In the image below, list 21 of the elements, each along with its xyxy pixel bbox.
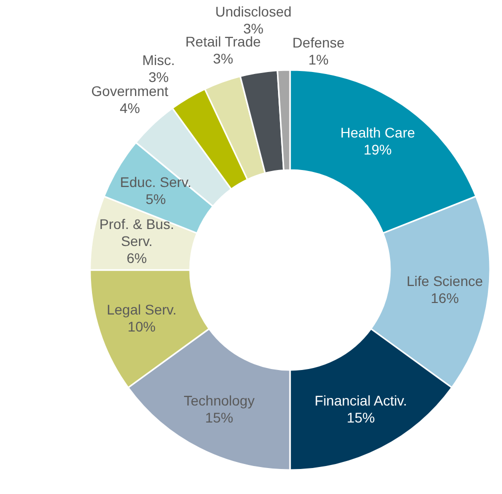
slice-label: Undisclosed: [215, 4, 292, 20]
data-label: 6%: [126, 250, 147, 266]
slice-label: Life Science: [406, 273, 484, 290]
data-label: 3%: [148, 69, 169, 86]
data-label: 5%: [146, 191, 166, 208]
data-label: 10%: [128, 318, 156, 335]
slice-label: Prof. & Bus. Serv.: [99, 216, 174, 249]
slice-label: Misc.: [142, 52, 175, 68]
data-label: 19%: [364, 141, 392, 158]
slice-label: Technology: [184, 392, 255, 408]
slice-label: Health Care: [340, 124, 416, 140]
slice-label: Defense: [292, 34, 345, 50]
data-label: 15%: [346, 409, 375, 426]
data-label: 15%: [205, 409, 234, 426]
data-label: 4%: [120, 100, 140, 116]
data-label: 16%: [430, 290, 459, 306]
slice-label: Legal Serv.: [106, 302, 177, 318]
slice-label: Financial Activ.: [314, 392, 407, 408]
data-label: 1%: [308, 52, 329, 68]
data-label: 3%: [212, 50, 234, 66]
slice-label: Government: [91, 82, 168, 99]
